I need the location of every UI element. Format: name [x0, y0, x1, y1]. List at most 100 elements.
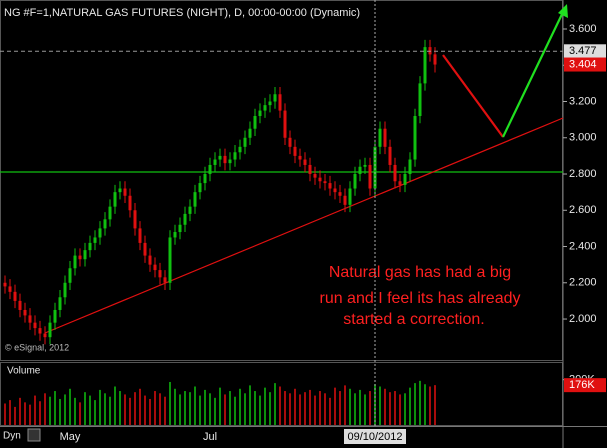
candle-body: [233, 152, 237, 160]
candle-body: [223, 155, 227, 164]
y-tick-label: 3.000: [569, 132, 597, 144]
y-tick-label: 2.400: [569, 240, 597, 252]
candle-body: [63, 282, 67, 298]
candle-body: [8, 286, 12, 292]
candle-body: [213, 159, 217, 165]
candle-body: [13, 291, 17, 301]
candle-body: [193, 192, 197, 207]
candle-body: [68, 268, 72, 283]
candle-body: [423, 47, 427, 84]
candle-body: [353, 174, 357, 189]
mode-button[interactable]: [27, 428, 41, 442]
candle-body: [53, 309, 57, 323]
annotation: run and I feel its has already: [319, 290, 520, 307]
down-arrow: [442, 54, 504, 138]
y-tick-label: 2.200: [569, 277, 597, 289]
candle-body: [93, 237, 97, 243]
candle-body: [98, 228, 102, 238]
candle-body: [328, 183, 332, 189]
candle-body: [418, 83, 422, 117]
candle-body: [383, 128, 387, 147]
candle-body: [78, 255, 82, 260]
copyright: © eSignal, 2012: [5, 342, 69, 352]
candle-body: [258, 110, 262, 117]
candle-body: [108, 206, 112, 220]
candle-body: [268, 101, 272, 106]
candle-body: [248, 128, 252, 138]
candle-body: [433, 54, 437, 65]
last-price-label: 3.404: [569, 58, 597, 70]
candle-body: [243, 137, 247, 147]
candle-body: [278, 94, 282, 111]
mode-label: Dyn: [3, 431, 21, 442]
candle-body: [43, 333, 47, 338]
candle-body: [158, 270, 162, 278]
candle-body: [73, 255, 77, 269]
candle-body: [403, 174, 407, 185]
candle-body: [18, 300, 22, 310]
candle-body: [228, 159, 232, 164]
candle-body: [38, 328, 42, 334]
candle-body: [103, 219, 107, 229]
candle-body: [333, 188, 337, 193]
candle-body: [408, 159, 412, 175]
candle-body: [133, 210, 137, 229]
candle-body: [113, 192, 117, 207]
last-volume-box: [564, 378, 606, 393]
candle-body: [88, 242, 92, 251]
y-tick-label: 3.200: [569, 95, 597, 107]
y-tick-label: 3.600: [569, 23, 597, 35]
date-label-box: [344, 429, 406, 444]
candle-body: [348, 188, 352, 205]
x-tick-label: May: [60, 431, 81, 443]
candle-body: [358, 166, 362, 175]
candle-body: [143, 242, 147, 256]
candle-body: [398, 181, 402, 185]
candle-body: [188, 206, 192, 214]
annotation: started a correction.: [343, 311, 484, 328]
candle-body: [288, 137, 292, 147]
candle-body: [343, 195, 347, 205]
trend-line: [44, 117, 564, 334]
candle-body: [273, 94, 277, 102]
candle-body: [338, 192, 342, 196]
candle-body: [23, 309, 27, 316]
y-tick-label: 2.000: [569, 313, 597, 325]
high-marker-box: [564, 44, 606, 59]
candle-body: [28, 315, 32, 323]
candle-body: [153, 264, 157, 271]
candle-body: [428, 47, 432, 55]
candle-body: [393, 164, 397, 182]
marks: [3, 39, 437, 425]
candle-body: [198, 183, 202, 193]
candle-body: [313, 174, 317, 178]
candle-body: [138, 228, 142, 243]
annotation: Natural gas has had a big: [329, 264, 511, 281]
candle-body: [368, 164, 372, 189]
candle-body: [208, 164, 212, 175]
y-tick-label: 2.600: [569, 204, 597, 216]
candle-body: [378, 128, 382, 147]
candle-body: [293, 146, 297, 156]
candle-body: [203, 174, 207, 184]
high-marker-label: 3.477: [569, 45, 597, 57]
candle-body: [33, 322, 37, 329]
candle-body: [263, 105, 267, 111]
candle-body: [168, 237, 172, 283]
last-price-box: [564, 57, 606, 72]
candle-body: [308, 164, 312, 175]
x-tick-label: Jul: [203, 431, 217, 443]
candle-body: [303, 159, 307, 165]
candle-body: [218, 155, 222, 160]
candle-body: [3, 282, 7, 287]
candle-body: [48, 322, 52, 338]
last-volume-label: 176K: [569, 379, 595, 391]
candle-body: [283, 110, 287, 138]
arrow-head: [558, 4, 568, 18]
candle-body: [128, 195, 132, 211]
candle-body: [238, 146, 242, 153]
y-tick-label: 2.800: [569, 168, 597, 180]
candle-body: [363, 164, 367, 167]
